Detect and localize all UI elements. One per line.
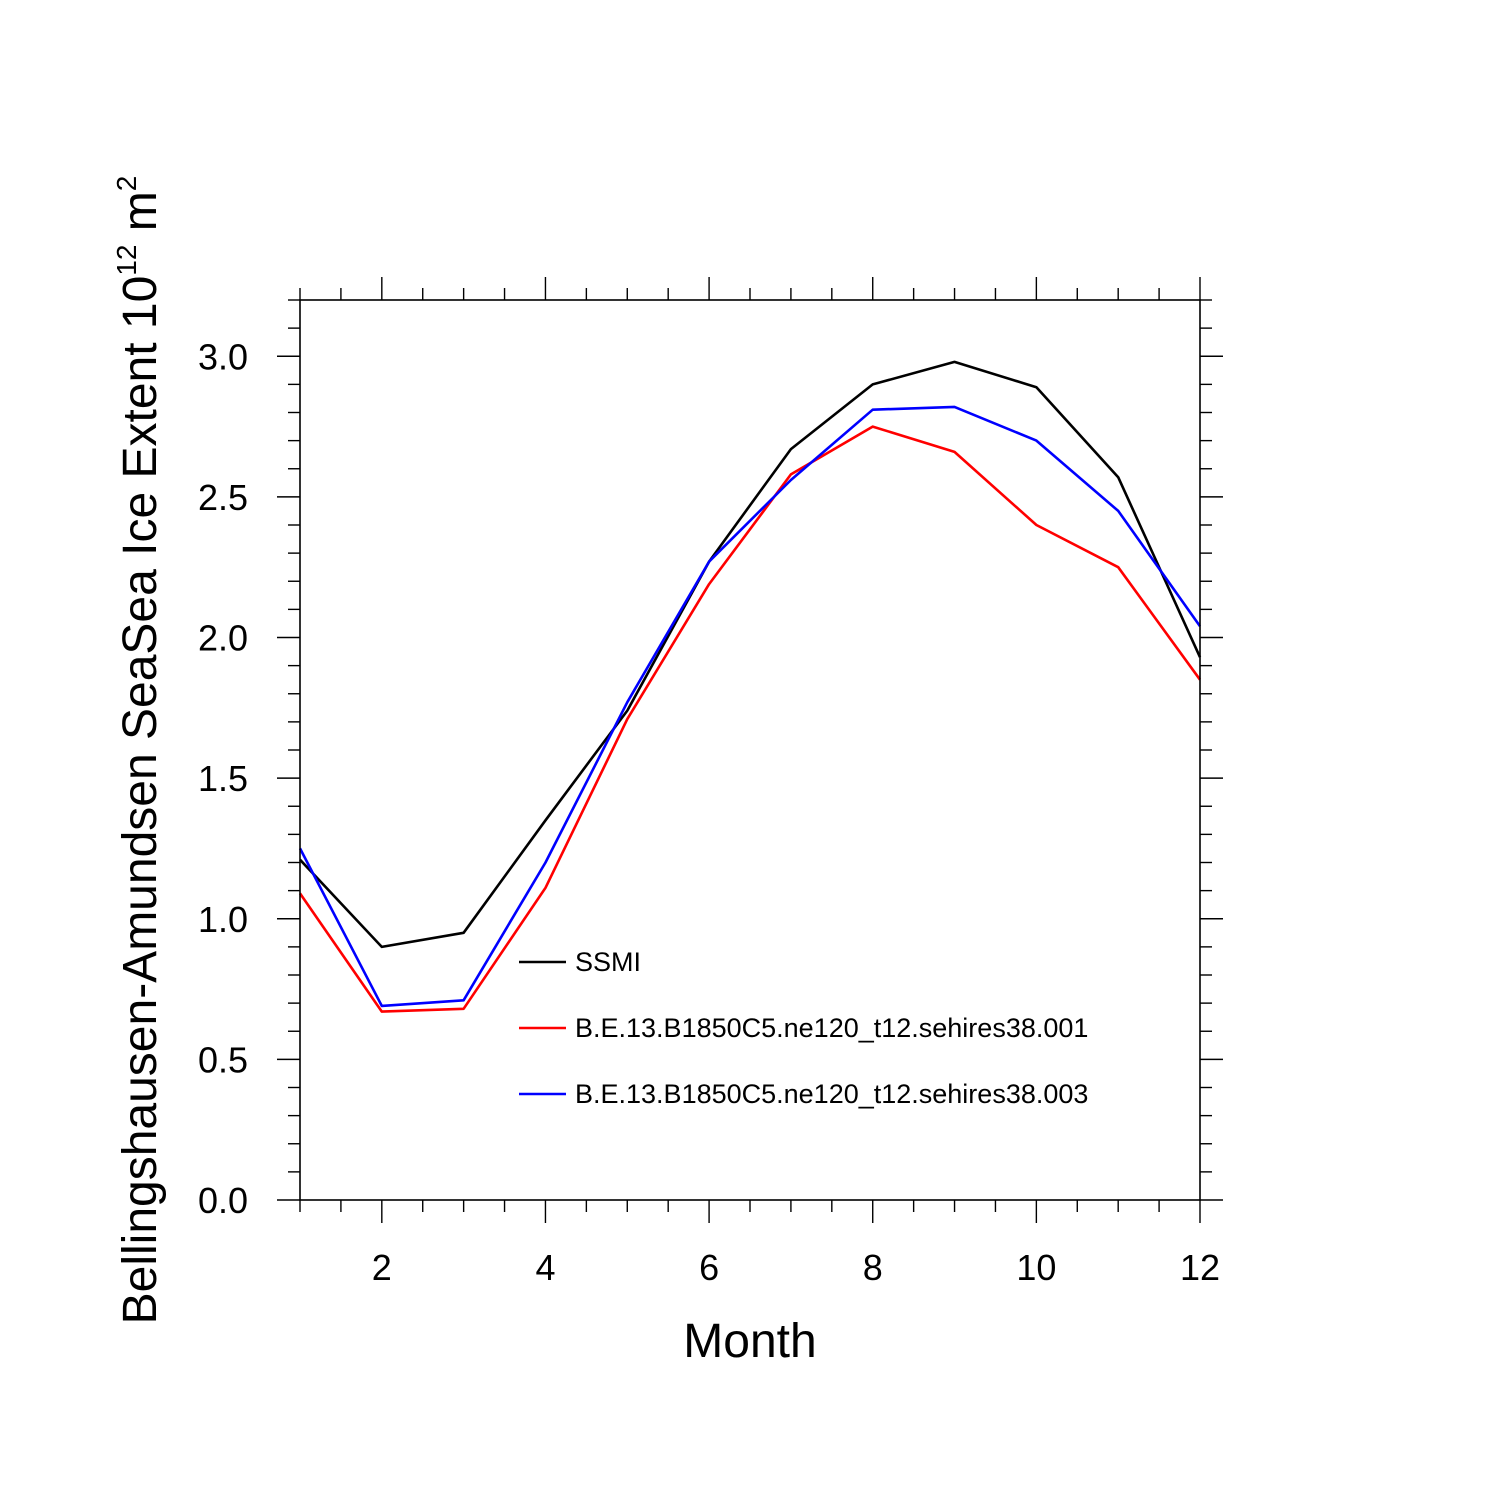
- series-line-3: [298, 405, 1202, 1008]
- y-tick-label: 2.0: [198, 618, 248, 659]
- x-tick-label: 4: [535, 1247, 555, 1288]
- x-tick-label: 12: [1180, 1247, 1220, 1288]
- x-tick-label: 2: [372, 1247, 392, 1288]
- legend-label-3: B.E.13.B1850C5.ne120_t12.sehires38.003: [575, 1079, 1088, 1109]
- legend-label-1: SSMI: [575, 947, 641, 977]
- y-axis-title-main: Bellingshausen-Amundsen SeaSea Ice Exten…: [114, 276, 167, 1325]
- y-axis-title-unit-exponent: 2: [111, 176, 142, 192]
- x-tick-label: 8: [863, 1247, 883, 1288]
- y-axis-title: Bellingshausen-Amundsen SeaSea Ice Exten…: [111, 176, 167, 1325]
- plot-frame: [299, 299, 1201, 1201]
- x-tick-label: 6: [699, 1247, 719, 1288]
- y-axis-title-unit: m: [114, 191, 167, 244]
- y-tick-label: 1.5: [198, 758, 248, 799]
- y-tick-label: 0.5: [198, 1039, 248, 1080]
- y-tick-label: 2.5: [198, 477, 248, 518]
- series-line-1: [299, 360, 1202, 949]
- y-tick-label: 0.0: [198, 1180, 248, 1221]
- series-layer: [298, 360, 1202, 1013]
- x-tick-label: 10: [1016, 1247, 1056, 1288]
- ticks-layer: 2 4 6 8 10 12 0.0 0.5 1.0 1.5 2.0 2.5 3.0: [198, 277, 1223, 1288]
- series-line-2: [298, 425, 1202, 1013]
- legend-label-2: B.E.13.B1850C5.ne120_t12.sehires38.001: [575, 1013, 1088, 1043]
- x-axis-title: Month: [683, 1315, 816, 1368]
- y-tick-label: 3.0: [198, 336, 248, 377]
- y-axis-title-exponent: 12: [111, 245, 142, 276]
- y-tick-label: 1.0: [198, 899, 248, 940]
- legend: SSMI B.E.13.B1850C5.ne120_t12.sehires38.0…: [519, 947, 1088, 1109]
